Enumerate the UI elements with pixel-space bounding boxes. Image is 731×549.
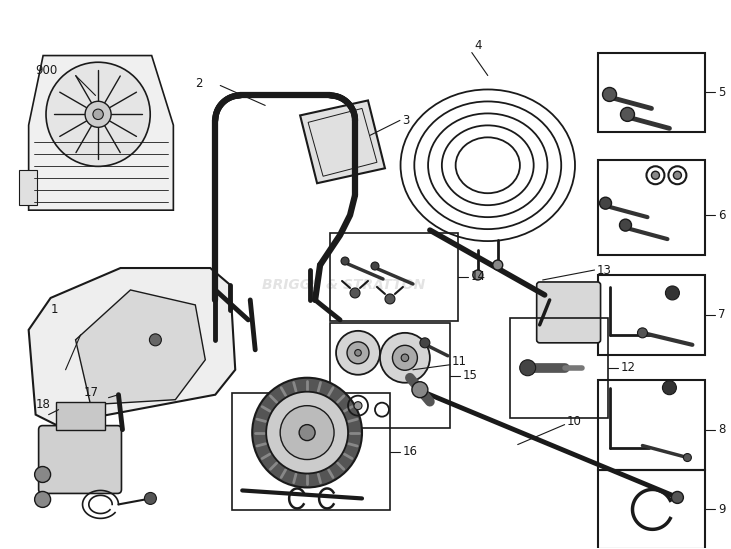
Circle shape xyxy=(621,108,635,121)
Bar xyxy=(330,323,450,428)
Circle shape xyxy=(145,492,156,505)
Circle shape xyxy=(662,380,676,395)
Circle shape xyxy=(350,288,360,298)
Circle shape xyxy=(673,171,681,179)
Bar xyxy=(19,170,37,205)
Circle shape xyxy=(355,350,361,356)
Text: 8: 8 xyxy=(719,423,726,436)
Circle shape xyxy=(637,328,648,338)
Polygon shape xyxy=(300,100,385,183)
Bar xyxy=(330,233,458,321)
Circle shape xyxy=(473,270,482,280)
Text: 5: 5 xyxy=(719,86,726,99)
Circle shape xyxy=(493,260,503,270)
Bar xyxy=(597,275,705,355)
Circle shape xyxy=(252,378,362,488)
Text: 7: 7 xyxy=(719,309,726,321)
Text: 14: 14 xyxy=(471,271,486,283)
Circle shape xyxy=(420,338,430,348)
Text: 9: 9 xyxy=(719,503,726,516)
Bar xyxy=(510,318,607,418)
Circle shape xyxy=(401,354,409,362)
Text: 1: 1 xyxy=(50,304,58,316)
Bar xyxy=(56,402,105,430)
Circle shape xyxy=(149,334,162,346)
Text: BRIGGS & STRATTON: BRIGGS & STRATTON xyxy=(262,278,425,292)
Circle shape xyxy=(46,62,150,166)
Text: 17: 17 xyxy=(83,386,99,399)
FancyBboxPatch shape xyxy=(537,282,601,343)
Circle shape xyxy=(602,87,616,102)
Circle shape xyxy=(34,467,50,483)
Polygon shape xyxy=(75,290,205,405)
Bar xyxy=(597,53,705,132)
Bar xyxy=(597,160,705,255)
Text: 2: 2 xyxy=(195,77,202,90)
Text: 11: 11 xyxy=(452,355,467,368)
Circle shape xyxy=(34,491,50,507)
Circle shape xyxy=(393,345,417,370)
Circle shape xyxy=(85,101,111,127)
Circle shape xyxy=(280,406,334,460)
Text: 6: 6 xyxy=(719,209,726,222)
Circle shape xyxy=(412,382,428,397)
Polygon shape xyxy=(29,55,173,210)
Circle shape xyxy=(385,294,395,304)
Bar xyxy=(597,469,705,549)
Polygon shape xyxy=(29,268,235,424)
Circle shape xyxy=(266,391,348,473)
Circle shape xyxy=(665,286,679,300)
Text: 4: 4 xyxy=(475,39,482,52)
Circle shape xyxy=(336,331,380,375)
Circle shape xyxy=(599,197,612,209)
Text: 900: 900 xyxy=(36,64,58,77)
Circle shape xyxy=(380,333,430,383)
Circle shape xyxy=(341,257,349,265)
Circle shape xyxy=(683,453,692,462)
Circle shape xyxy=(299,424,315,441)
Circle shape xyxy=(347,342,369,364)
Text: 16: 16 xyxy=(403,445,418,458)
Circle shape xyxy=(671,491,683,503)
Circle shape xyxy=(354,402,362,410)
Bar xyxy=(232,393,390,511)
Text: 12: 12 xyxy=(621,361,635,374)
Text: 13: 13 xyxy=(596,264,611,277)
Circle shape xyxy=(619,219,632,231)
Circle shape xyxy=(520,360,536,376)
Text: 18: 18 xyxy=(36,398,50,411)
Bar xyxy=(597,380,705,469)
FancyBboxPatch shape xyxy=(39,425,121,494)
Circle shape xyxy=(93,109,103,120)
Text: 15: 15 xyxy=(463,369,477,382)
Circle shape xyxy=(651,171,659,179)
Circle shape xyxy=(371,262,379,270)
Text: 10: 10 xyxy=(567,415,581,428)
Text: 3: 3 xyxy=(402,114,409,127)
